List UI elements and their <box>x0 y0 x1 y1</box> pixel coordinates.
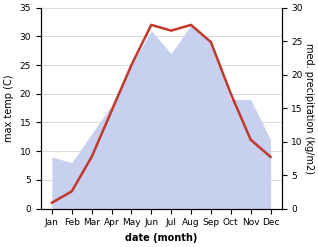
Y-axis label: med. precipitation (kg/m2): med. precipitation (kg/m2) <box>304 43 314 174</box>
X-axis label: date (month): date (month) <box>125 233 197 243</box>
Y-axis label: max temp (C): max temp (C) <box>4 74 14 142</box>
